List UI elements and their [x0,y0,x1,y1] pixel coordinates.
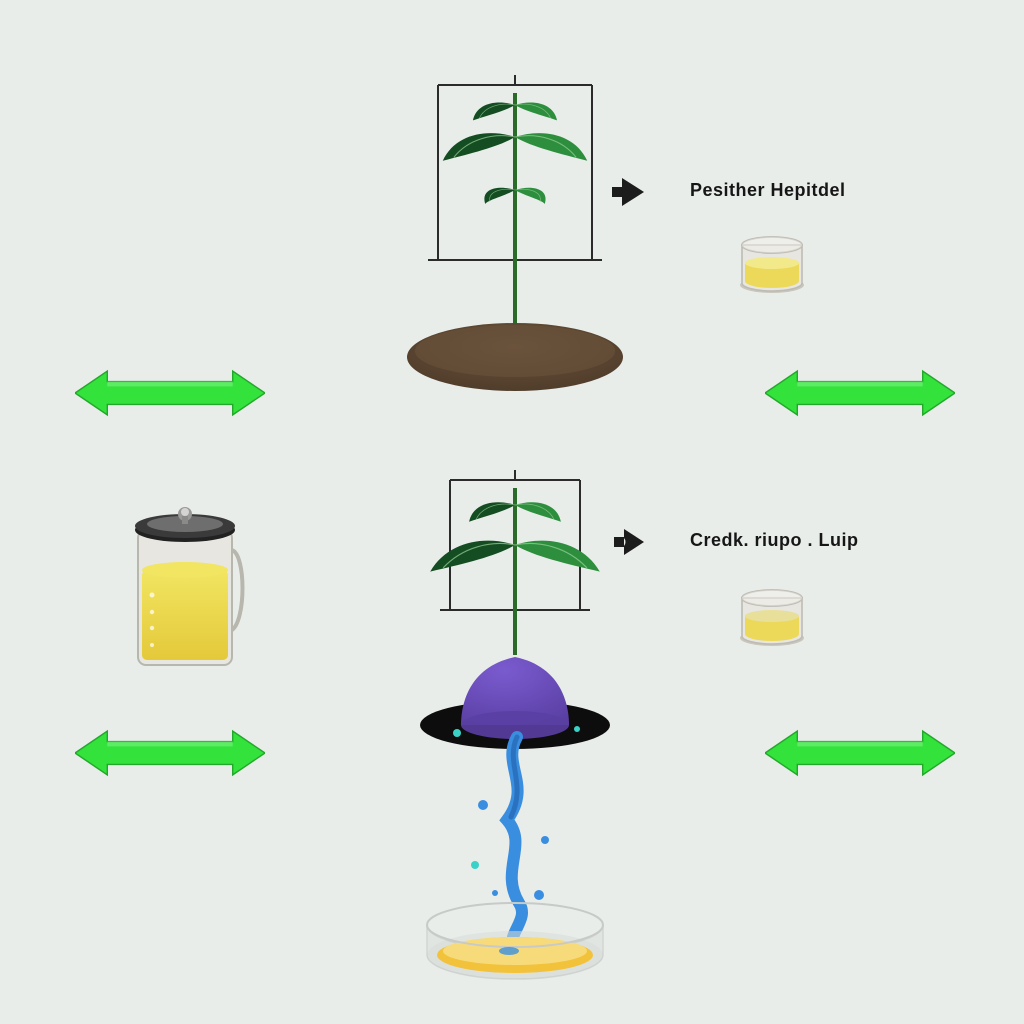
small-cup-bottom [735,578,810,648]
pointer-icon-top [608,175,648,209]
small-cup-top [735,225,810,295]
arrow-top-right [765,368,955,418]
label-mid-right: Credk. riupo . Luip [690,530,859,551]
plant-top [370,75,660,395]
plant-bottom [370,470,660,670]
label-top-right: Pesither Hepitdel [690,180,846,201]
arrow-bottom-left [75,728,265,778]
funnel-dish [400,655,630,995]
arrow-bottom-right [765,728,955,778]
pointer-icon-bottom [608,525,648,559]
beaker-jar [120,500,250,680]
diagram-canvas: Pesither Hepitdel Credk. riupo . Luip [0,0,1024,1024]
arrow-top-left [75,368,265,418]
